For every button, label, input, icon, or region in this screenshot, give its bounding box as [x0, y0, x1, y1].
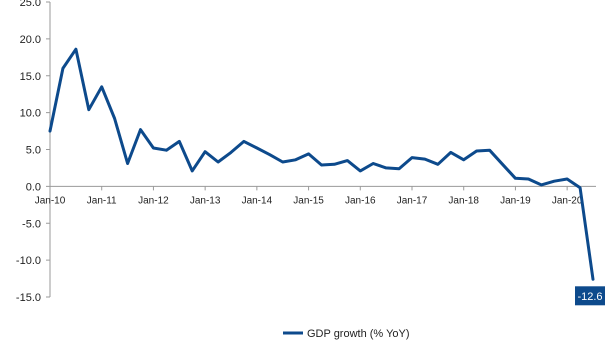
x-tick-label: Jan-12	[138, 195, 169, 206]
data-point	[282, 161, 284, 163]
data-point	[463, 159, 465, 161]
data-point	[566, 178, 568, 180]
data-point	[333, 163, 335, 165]
x-tick-label: Jan-18	[448, 195, 479, 206]
data-point	[62, 67, 64, 69]
data-point	[256, 147, 258, 149]
x-tick-label: Jan-13	[190, 195, 221, 206]
y-tick-label: -5.0	[22, 218, 41, 230]
data-point	[553, 180, 555, 182]
data-point	[527, 178, 529, 180]
data-point	[307, 153, 309, 155]
data-point	[437, 163, 439, 165]
legend-label: GDP growth (% YoY)	[307, 328, 410, 340]
data-point	[514, 177, 516, 179]
data-point	[592, 278, 594, 280]
x-tick-label: Jan-19	[500, 195, 531, 206]
data-point	[101, 86, 103, 88]
y-tick-label: 10.0	[20, 108, 41, 120]
x-tick-label: Jan-17	[397, 195, 428, 206]
y-tick-label: 20.0	[20, 34, 41, 46]
data-point	[372, 162, 374, 164]
data-point	[139, 128, 141, 130]
data-point	[152, 147, 154, 149]
data-point	[359, 170, 361, 172]
data-point	[488, 149, 490, 151]
data-point	[385, 167, 387, 169]
legend: GDP growth (% YoY)	[283, 328, 410, 340]
y-tick-label: 5.0	[26, 145, 41, 157]
data-point	[424, 158, 426, 160]
x-tick-label: Jan-10	[35, 195, 66, 206]
x-tick-label: Jan-11	[87, 195, 117, 206]
data-point	[346, 159, 348, 161]
data-point	[178, 140, 180, 142]
data-point	[230, 151, 232, 153]
y-tick-label: 15.0	[20, 71, 41, 83]
y-tick-label: 0.0	[26, 181, 41, 193]
data-point	[243, 140, 245, 142]
data-point	[204, 151, 206, 153]
data-point	[398, 168, 400, 170]
data-point	[191, 170, 193, 172]
last-value-callout: -12.6	[575, 286, 605, 305]
data-point	[88, 109, 90, 111]
data-point	[294, 159, 296, 161]
data-point	[75, 48, 77, 50]
y-axis: 25.0 20.0 15.0 10.0 5.0 0.0 -5.0 -10.0 -15.0	[16, 0, 50, 304]
data-point	[217, 161, 219, 163]
data-point	[540, 184, 542, 186]
x-axis: Jan-10 Jan-11 Jan-12 Jan-13 Jan-14 Jan-15 Jan-…	[35, 186, 596, 206]
x-tick-label: Jan-20	[552, 195, 583, 206]
data-point	[411, 156, 413, 158]
data-point	[49, 130, 51, 132]
x-tick-label: Jan-14	[242, 195, 273, 206]
y-tick-label: -10.0	[16, 255, 41, 267]
data-point	[165, 149, 167, 151]
data-point	[269, 154, 271, 156]
data-point	[450, 151, 452, 153]
series-gdp-growth	[49, 48, 594, 280]
y-tick-label: -15.0	[16, 292, 41, 304]
x-tick-label: Jan-15	[293, 195, 324, 206]
data-point	[501, 163, 503, 165]
x-tick-label: Jan-16	[345, 195, 376, 206]
data-point	[579, 187, 581, 189]
data-point	[113, 117, 115, 119]
data-point	[320, 164, 322, 166]
callout-label: -12.6	[577, 291, 602, 303]
y-tick-label: 25.0	[20, 0, 41, 9]
data-point	[475, 150, 477, 152]
data-point	[126, 162, 128, 164]
